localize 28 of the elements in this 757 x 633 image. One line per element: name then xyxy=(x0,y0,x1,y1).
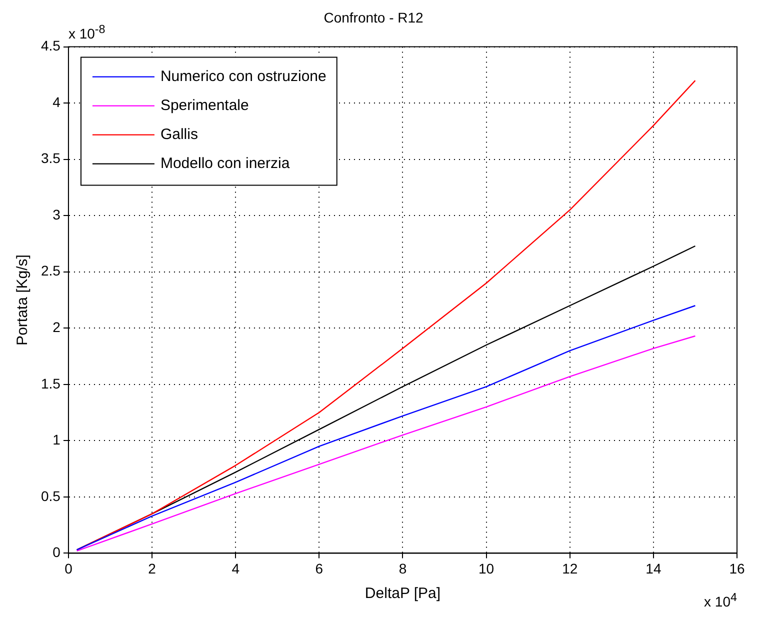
x-tick-label: 6 xyxy=(315,560,324,576)
x-tick-label: 0 xyxy=(64,560,73,576)
y-tick-label: 4 xyxy=(52,94,61,110)
y-tick-label: 0 xyxy=(52,544,61,560)
y-tick-label: 3.5 xyxy=(40,150,61,166)
x-axis-title: DeltaP [Pa] xyxy=(364,585,441,602)
y-tick-label: 4.5 xyxy=(40,38,61,54)
y-tick-label: 1.5 xyxy=(40,375,61,392)
y-tick-label: 0.5 xyxy=(40,488,61,504)
x-tick-label: 14 xyxy=(646,560,662,576)
chart-title: Confronto - R12 xyxy=(324,9,424,26)
x-tick-label: 8 xyxy=(398,560,407,576)
y-tick-label: 3 xyxy=(52,206,61,222)
y-tick-label: 1 xyxy=(52,432,61,448)
text: x 10$^{-8}$ xyxy=(68,22,106,42)
x-tick-label: 4 xyxy=(232,560,240,576)
x-tick-label: 16 xyxy=(729,560,745,576)
legend-label: Modello con inerzia xyxy=(160,154,290,172)
y-tick-label: 2 xyxy=(52,318,61,335)
x-tick-label: 2 xyxy=(148,560,156,576)
x-tick-label: 10 xyxy=(478,560,494,576)
legend-label: Sperimentale xyxy=(160,96,249,114)
y-tick-label: 2.5 xyxy=(40,262,61,279)
text: x 10$^{4}$ xyxy=(704,591,737,610)
x-tick-label: 12 xyxy=(562,560,578,576)
legend-label: Numerico con ostruzione xyxy=(160,68,326,85)
y-axis-title: Portata [Kg/s] xyxy=(14,254,32,346)
legend-label: Gallis xyxy=(160,126,198,143)
